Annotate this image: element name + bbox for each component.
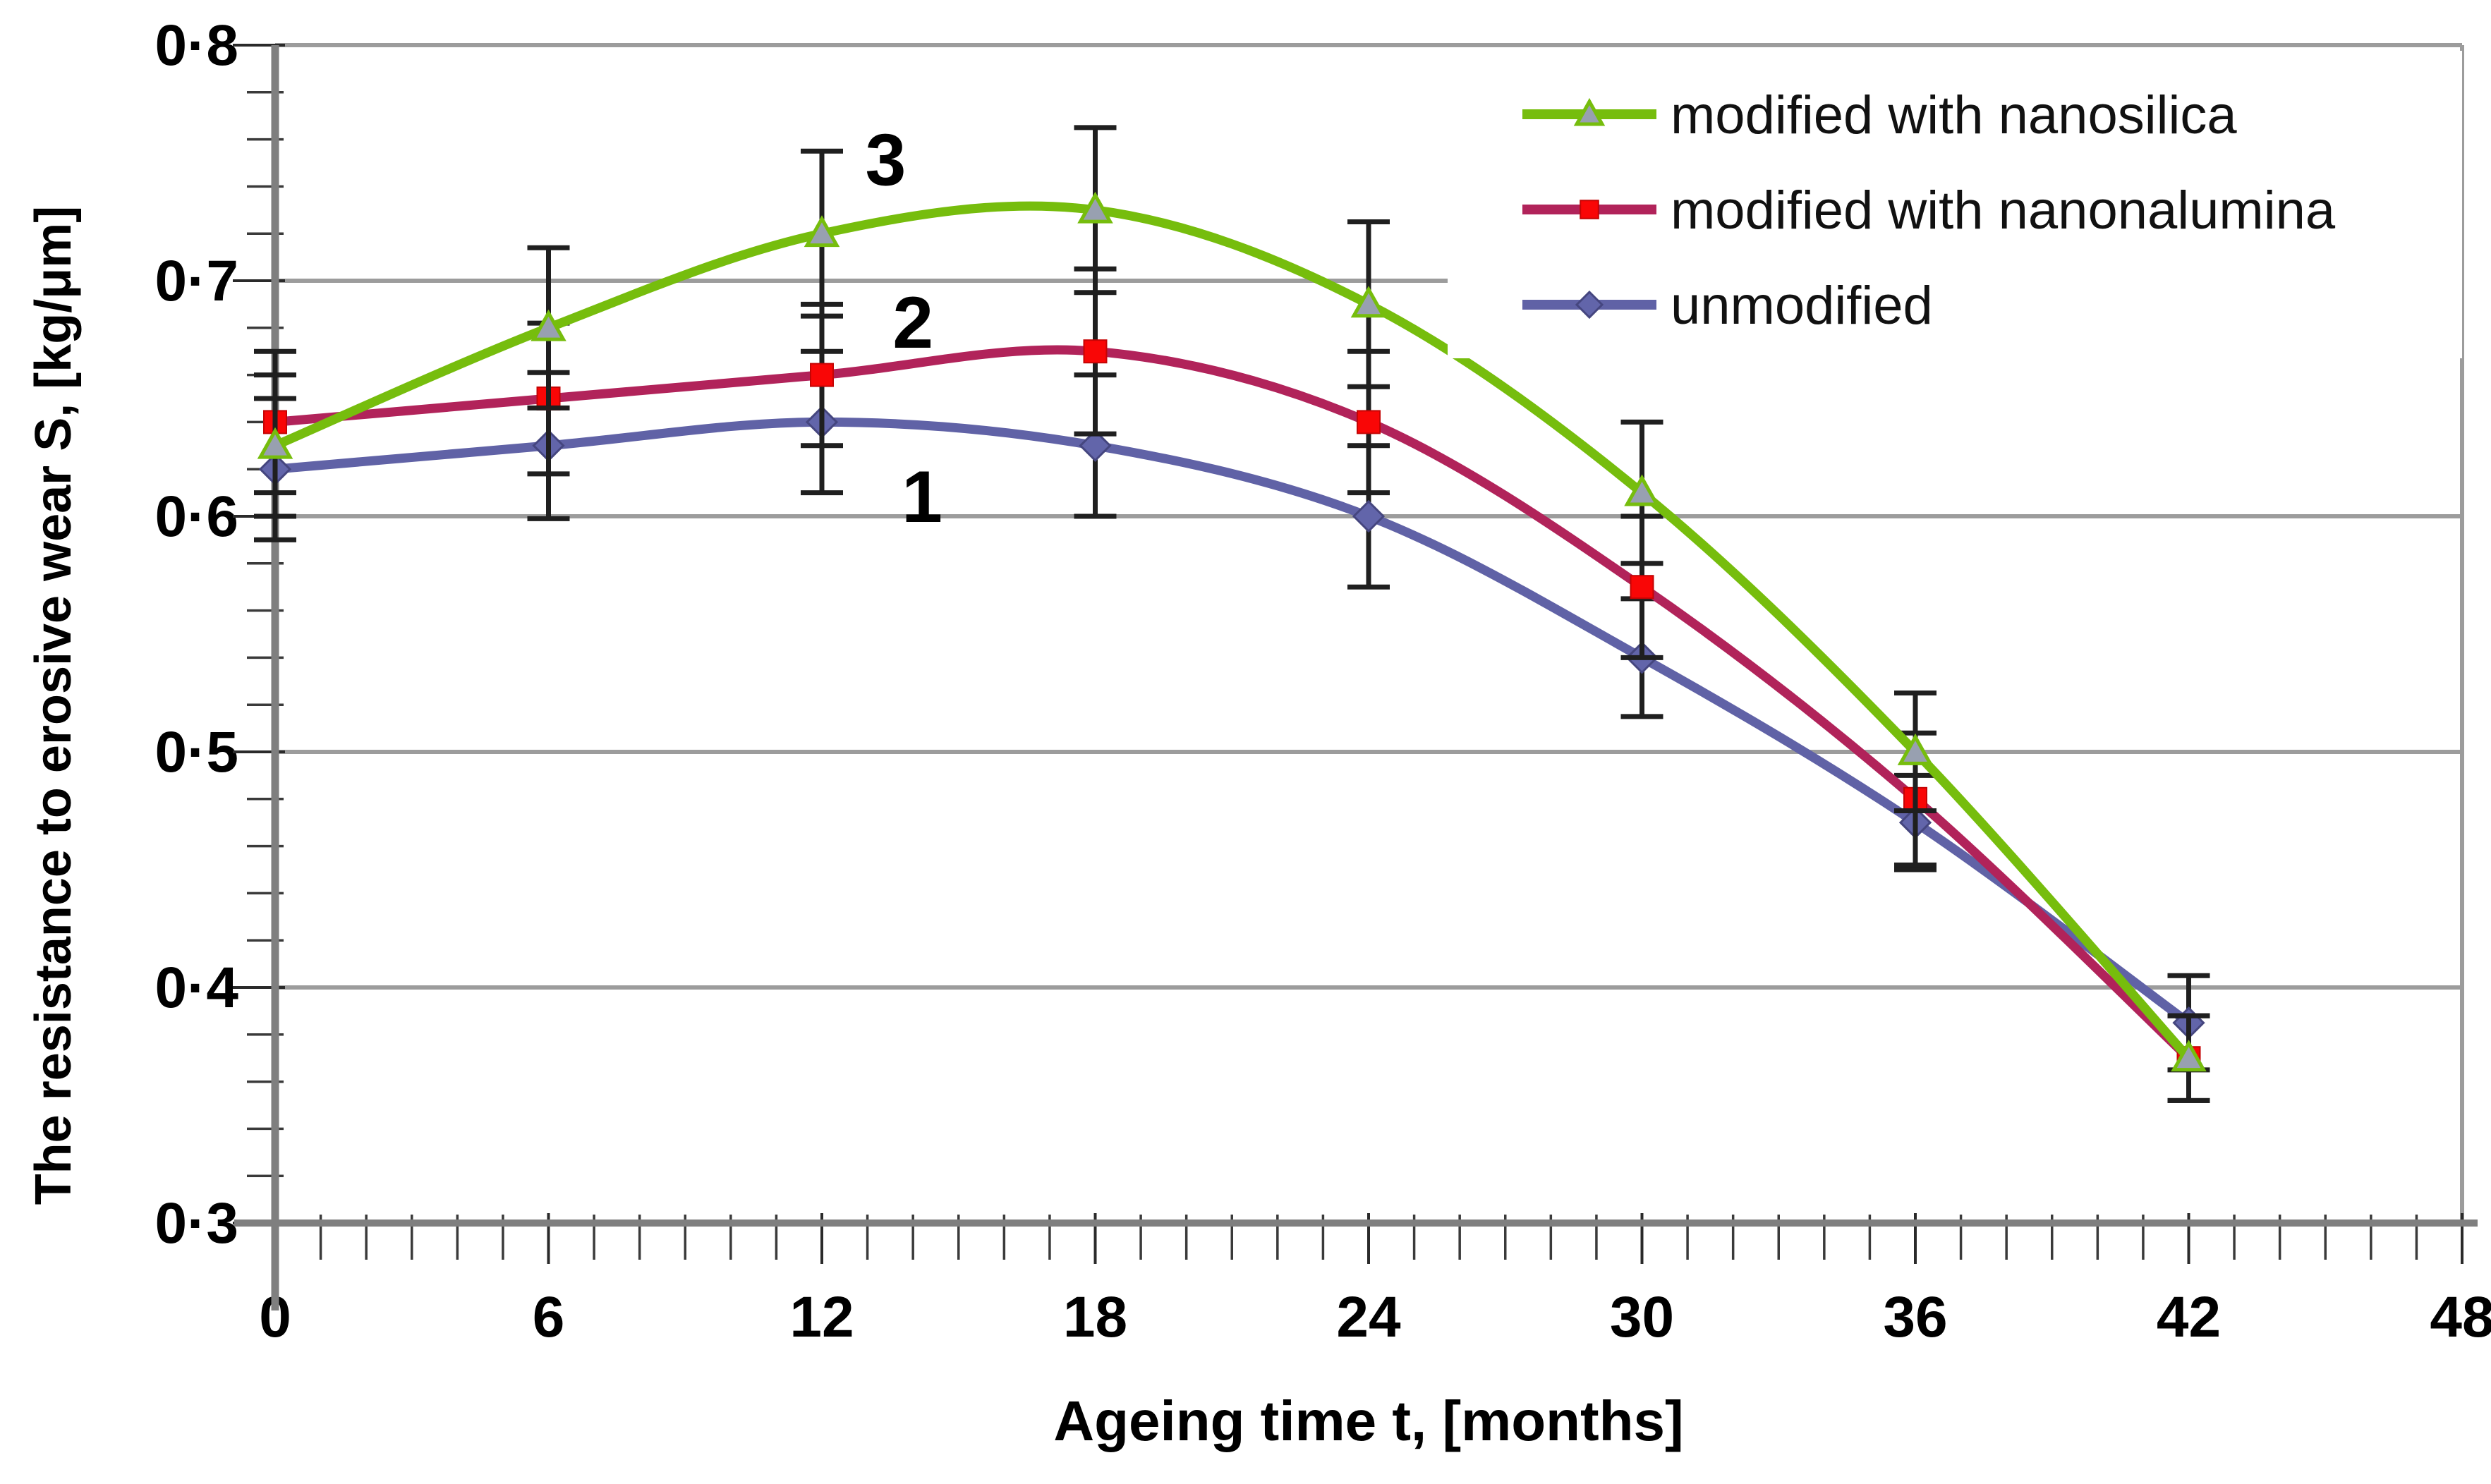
x-tick-label: 30 [1610,1285,1674,1349]
triangle-marker-series-2 [1350,286,1387,318]
square-marker-series-1 [1083,339,1108,364]
x-tick-label: 18 [1063,1285,1127,1349]
square-marker-legend [1580,200,1599,219]
x-axis-title: Ageing time t, [months] [1053,1389,1683,1452]
x-tick-label: 24 [1336,1285,1401,1349]
square-marker-series-1 [1630,575,1654,600]
triangle-marker-series-2 [1624,474,1660,506]
triangle-marker-series-2 [257,427,293,459]
triangle-marker-series-2 [1077,191,1113,224]
y-tick-label: 0·5 [154,720,238,784]
y-tick-label: 0·6 [154,485,238,549]
y-tick-label: 0·3 [154,1191,238,1255]
y-tick-label: 0·7 [154,249,238,313]
curve-number-label: 3 [865,119,906,201]
legend-label: unmodified [1671,276,1933,336]
x-tick-label: 42 [2157,1285,2221,1349]
diamond-marker-series-0 [1352,499,1386,533]
y-tick-label: 0·8 [154,13,238,78]
triangle-marker-legend [1573,97,1606,126]
x-tick-label: 48 [2430,1285,2491,1349]
x-tick-label: 6 [533,1285,565,1349]
x-tick-label: 12 [789,1285,854,1349]
y-axis-title: The resistance to erosive wear S, [kg/μm… [25,206,82,1205]
triangle-marker-series-2 [1897,733,1934,765]
curve-number-label: 1 [902,456,943,538]
triangle-marker-series-2 [2171,1040,2207,1072]
legend-label: modified with nanonalumina [1671,181,2336,241]
legend-label: modified with nanosilica [1671,85,2237,145]
diamond-marker-legend [1575,290,1604,320]
diamond-marker-series-0 [1079,429,1112,462]
curve-number-label: 2 [892,282,933,364]
triangle-marker-series-2 [531,309,566,341]
square-marker-series-1 [810,363,834,387]
x-tick-label: 36 [1883,1285,1947,1349]
square-marker-series-1 [1357,410,1381,434]
y-tick-label: 0·4 [154,956,238,1020]
triangle-marker-series-2 [804,215,840,248]
